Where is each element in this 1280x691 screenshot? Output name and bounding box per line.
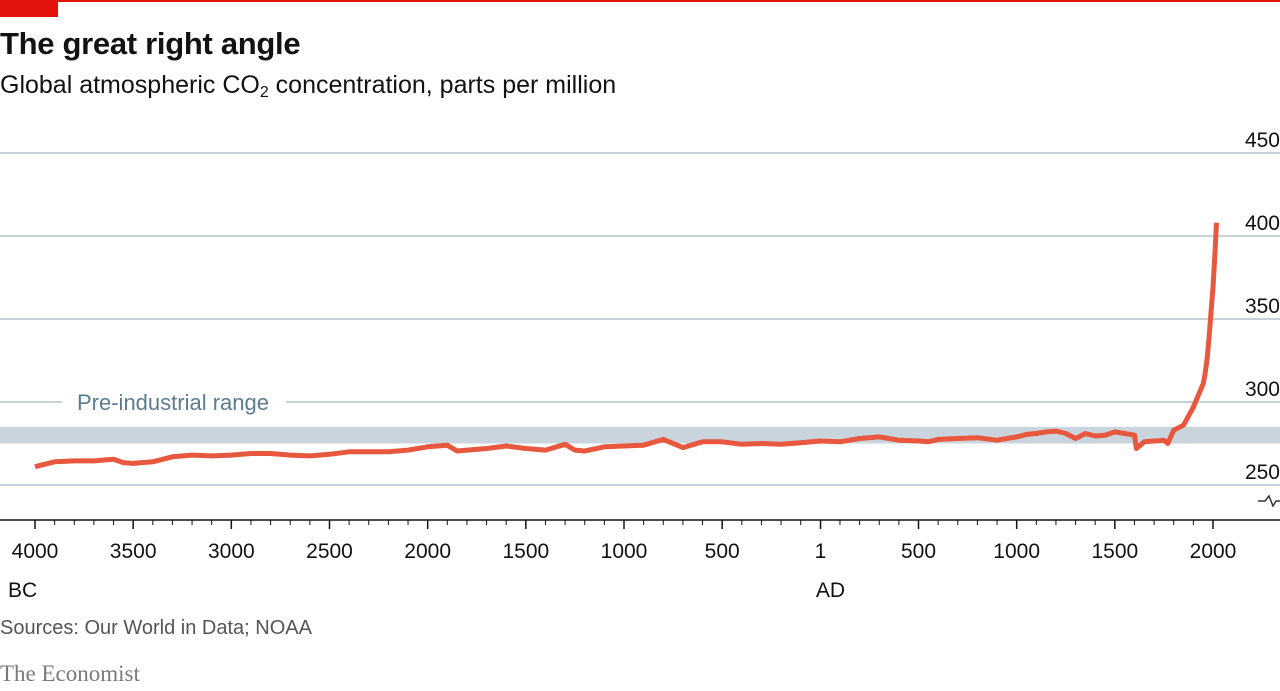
x-tick-label-11: 1500 [1091, 540, 1138, 563]
y-tick-label-250: 250 [1245, 461, 1280, 484]
x-tick-label-4: 2000 [404, 540, 451, 563]
x-tick-label-3: 2500 [306, 540, 353, 563]
subtitle-suffix: concentration, parts per million [268, 71, 617, 99]
series-layer [34, 222, 1219, 470]
y-tick-label-400: 400 [1245, 212, 1280, 235]
x-tick-label-2: 3000 [208, 540, 255, 563]
chart-subtitle: Global atmospheric CO2 concentration, pa… [0, 71, 617, 101]
subtitle-subscript: 2 [259, 84, 269, 101]
x-tick-label-0: 4000 [12, 540, 59, 563]
co2-line-chart: Pre-industrial range 250 300 350 400 450 400… [0, 129, 1280, 602]
x-tick-label-8: 1 [815, 540, 827, 563]
band-label: Pre-industrial range [77, 390, 269, 415]
x-tick-label-6: 1000 [601, 540, 648, 563]
y-tick-label-450: 450 [1245, 129, 1280, 152]
chart-title: The great right angle [0, 26, 301, 61]
era-label-ad: AD [816, 579, 845, 602]
top-rule [0, 0, 1280, 2]
x-tick-label-5: 1500 [502, 540, 549, 563]
source-note: Sources: Our World in Data; NOAA [0, 617, 312, 639]
x-tick-label-7: 500 [705, 540, 740, 563]
axis-break-mark [1258, 494, 1280, 508]
y-tick-label-350: 350 [1245, 295, 1280, 318]
x-tick-label-9: 500 [901, 540, 936, 563]
x-axis [0, 494, 1280, 529]
x-tick-label-10: 1000 [993, 540, 1040, 563]
era-label-bc: BC [8, 579, 37, 602]
co2-series-line [34, 222, 1219, 470]
y-tick-label-300: 300 [1245, 378, 1280, 401]
economist-logo: The Economist [0, 661, 140, 686]
gridlines: Pre-industrial range [0, 152, 1280, 486]
x-tick-labels: 4000 3500 3000 2500 2000 1500 1000 500 1 500 1000 1… [8, 540, 1236, 602]
x-tick-label-1: 3500 [110, 540, 157, 563]
subtitle-prefix: Global atmospheric CO [0, 71, 260, 99]
y-tick-labels: 250 300 350 400 450 [1245, 129, 1280, 484]
x-tick-label-12: 2000 [1190, 540, 1237, 563]
brand-tab [0, 0, 58, 17]
